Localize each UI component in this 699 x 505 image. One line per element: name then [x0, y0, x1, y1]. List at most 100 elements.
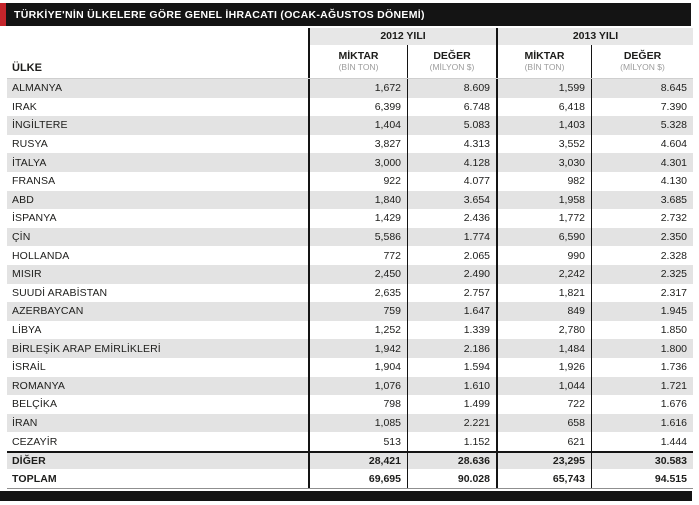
value-cell: 2.325	[660, 268, 687, 281]
value-cell: 1.499	[408, 395, 498, 414]
value-cell: 8.609	[408, 79, 498, 98]
value-cell: 2,635	[310, 283, 408, 303]
col-unit: (BİN TON)	[524, 62, 565, 72]
table-row: İRAN 1,085 2.221 658 1.616	[7, 413, 693, 433]
value-cell: 28,421	[310, 452, 408, 470]
table-row: ALMANYA 1,672 8.609 1,599 8.645	[7, 79, 693, 98]
table-row: ÇİN 5,586 1.774 6,590 2.350	[7, 227, 693, 247]
value-cell: 1.616	[660, 416, 687, 429]
country-cell: ABD	[7, 190, 310, 210]
value-cell: 1.676	[660, 398, 687, 411]
col-unit: (MİLYON $)	[620, 62, 665, 72]
table-row: İTALYA 3,000 4.128 3,030 4.301	[7, 153, 693, 172]
value-cell: 990	[498, 246, 592, 265]
country-cell: ALMANYA	[7, 79, 310, 98]
value-cell: 621	[498, 432, 592, 451]
value-cell: 2.186	[408, 339, 498, 358]
value-cell: 4.128	[408, 153, 498, 172]
value-cell: 2.065	[408, 246, 498, 265]
value-cell: 849	[498, 302, 592, 321]
value-cell: 1,821	[498, 283, 592, 303]
col-label: MİKTAR	[338, 50, 379, 62]
value-cell: 1,403	[498, 116, 592, 135]
value-cell: 982	[498, 171, 592, 191]
value-cell: 1,672	[310, 79, 408, 98]
value-cell: 1.945	[660, 305, 687, 318]
value-cell: 28.636	[408, 452, 498, 470]
value-cell: 1.774	[408, 227, 498, 247]
country-cell: İSRAİL	[7, 357, 310, 377]
value-cell: 1.594	[408, 357, 498, 377]
value-cell: 513	[310, 432, 408, 451]
table-row: RUSYA 3,827 4.313 3,552 4.604	[7, 134, 693, 154]
col-unit: (MİLYON $)	[429, 62, 475, 72]
value-cell: 2,780	[498, 320, 592, 340]
value-cell: 2.436	[408, 209, 498, 228]
col-label: DEĞER	[433, 50, 471, 62]
value-cell: 759	[310, 302, 408, 321]
value-cell: 722	[498, 395, 592, 414]
table-row: IRAK 6,399 6.748 6,418 7.390	[7, 97, 693, 117]
table-row: TOPLAM 69,695 90.028 65,743 94.515	[7, 469, 693, 489]
value-cell: 1.850	[660, 324, 687, 337]
value-cell: 1,085	[310, 413, 408, 433]
value-cell: 5,586	[310, 227, 408, 247]
value-cell: 1,252	[310, 320, 408, 340]
country-cell: IRAK	[7, 97, 310, 117]
value-cell: 3,000	[310, 153, 408, 172]
value-cell: 798	[310, 395, 408, 414]
value-cell: 1,772	[498, 209, 592, 228]
table-row: BİRLEŞİK ARAP EMİRLİKLERİ 1,942 2.186 1,484…	[7, 339, 693, 358]
value-cell: 4.313	[408, 134, 498, 154]
value-cell: 90.028	[408, 469, 498, 489]
value-cell: 1,599	[498, 79, 592, 98]
country-cell: LİBYA	[7, 320, 310, 340]
country-cell: TOPLAM	[7, 469, 310, 489]
value-cell: 5.083	[408, 116, 498, 135]
country-cell: ÇİN	[7, 227, 310, 247]
value-cell: 2.350	[660, 231, 687, 244]
col-header-2012-deger: DEĞER (MİLYON $)	[408, 45, 498, 78]
country-cell: İRAN	[7, 413, 310, 433]
country-cell: MISIR	[7, 264, 310, 284]
value-cell: 4.301	[660, 156, 687, 169]
col-label: MİKTAR	[524, 50, 565, 62]
table-row: ABD 1,840 3.654 1,958 3.685	[7, 190, 693, 210]
country-cell: HOLLANDA	[7, 246, 310, 265]
value-cell: 1.610	[408, 376, 498, 396]
page-title: TÜRKİYE'NİN ÜLKELERE GÖRE GENEL İHRACATI…	[14, 8, 425, 21]
value-cell: 1.736	[660, 361, 687, 374]
value-cell: 1.800	[660, 342, 687, 355]
col-header-2012-miktar: MİKTAR (BİN TON)	[310, 45, 408, 78]
value-cell: 2,450	[310, 264, 408, 284]
value-cell: 772	[310, 246, 408, 265]
value-cell: 1,044	[498, 376, 592, 396]
value-cell: 3.685	[660, 193, 687, 206]
value-cell: 922	[310, 171, 408, 191]
col-label: DEĞER	[623, 50, 662, 62]
year-2012-header: 2012 YILI	[310, 28, 498, 45]
value-cell: 3,030	[498, 153, 592, 172]
value-cell: 1,840	[310, 190, 408, 210]
table-row: İSRAİL 1,904 1.594 1,926 1.736	[7, 357, 693, 377]
value-cell: 658	[498, 413, 592, 433]
value-cell: 2.328	[660, 249, 687, 262]
value-cell: 1,404	[310, 116, 408, 135]
table-row: CEZAYİR 513 1.152 621 1.444	[7, 432, 693, 451]
value-cell: 65,743	[498, 469, 592, 489]
value-cell: 6,399	[310, 97, 408, 117]
table-row: SUUDİ ARABİSTAN 2,635 2.757 1,821 2.317	[7, 283, 693, 303]
table-row: ROMANYA 1,076 1.610 1,044 1.721	[7, 376, 693, 396]
table-row: LİBYA 1,252 1.339 2,780 1.850	[7, 320, 693, 340]
value-cell: 1,484	[498, 339, 592, 358]
value-cell: 1.339	[408, 320, 498, 340]
country-cell: İTALYA	[7, 153, 310, 172]
value-cell: 1,926	[498, 357, 592, 377]
value-cell: 2.757	[408, 283, 498, 303]
table-row: FRANSA 922 4.077 982 4.130	[7, 171, 693, 191]
country-cell: RUSYA	[7, 134, 310, 154]
value-cell: 2.732	[660, 212, 687, 225]
country-cell: İSPANYA	[7, 209, 310, 228]
value-cell: 1.152	[408, 432, 498, 451]
value-cell: 4.130	[660, 175, 687, 188]
